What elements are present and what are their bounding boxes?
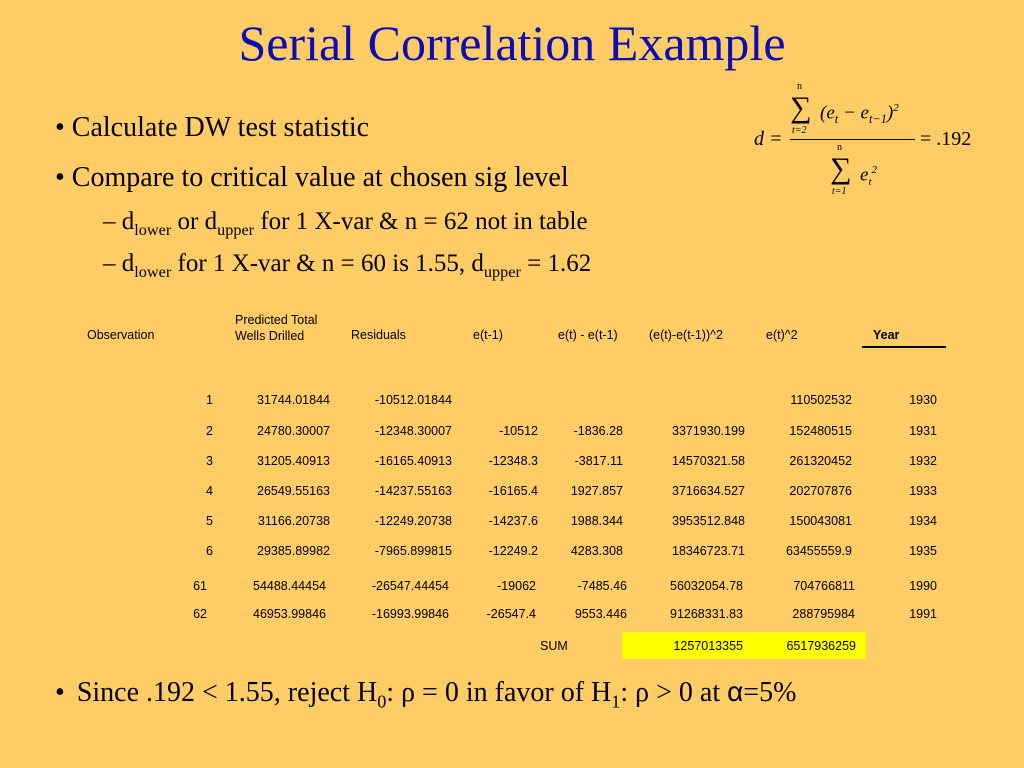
cell-e-squared: 704766811 (793, 579, 855, 593)
cell-predicted: 26549.55163 (257, 484, 330, 498)
cell-residual: -10512.01844 (374, 393, 452, 407)
cell-observation: 5 (206, 514, 213, 528)
cell-e-squared: 110502532 (790, 393, 852, 407)
cell-residual: -26547.44454 (371, 579, 449, 593)
cell-residual: -12249.20738 (374, 514, 452, 528)
numerator: (et − et−1)2 (820, 102, 899, 127)
cell-residual: -7965.899815 (374, 544, 452, 558)
cell-predicted: 29385.89982 (257, 544, 330, 558)
den-sum-bottom: t=1 (832, 186, 847, 197)
cell-diff-squared: 91268331.83 (670, 607, 743, 621)
cell-e-t-1: -16165.4 (488, 484, 538, 498)
fraction-bar (790, 139, 915, 140)
header-year: Year (862, 328, 946, 348)
cell-e-t-1: -10512 (499, 424, 538, 438)
cell-diff-squared: 3953512.848 (672, 514, 745, 528)
cell-observation: 3 (206, 454, 213, 468)
cell-e-t-1: -12249.2 (488, 544, 538, 558)
cell-year: 1991 (909, 607, 937, 621)
cell-residual: -12348.30007 (374, 424, 452, 438)
header-predicted: Predicted Total Wells Drilled (235, 313, 318, 343)
num-sum-bottom: t=2 (792, 125, 807, 136)
cell-observation: 61 (193, 579, 207, 593)
cell-year: 1990 (909, 579, 937, 593)
bullet-1: • Calculate DW test statistic (55, 112, 370, 143)
cell-e-squared: 152480515 (789, 424, 852, 438)
cell-predicted: 31166.20738 (257, 514, 330, 528)
formula-lhs: d = (754, 128, 783, 150)
cell-diff: 1927.857 (570, 484, 623, 498)
cell-observation: 62 (193, 607, 207, 621)
cell-e-squared: 150043081 (789, 514, 852, 528)
cell-residual: -16165.40913 (374, 454, 452, 468)
cell-e-t-1: -12348.3 (488, 454, 538, 468)
cell-year: 1932 (909, 454, 937, 468)
formula-result: = .192 (920, 128, 972, 150)
sub-bullet-1: – dlower or dupper for 1 X-var & n = 62 … (103, 208, 588, 239)
cell-e-t-1: -14237.6 (488, 514, 538, 528)
cell-observation: 2 (206, 424, 213, 438)
cell-diff: -3817.11 (574, 454, 623, 468)
header-residuals: Residuals (351, 328, 406, 342)
sum-e-squared: 6517936259 (786, 639, 856, 653)
cell-year: 1930 (909, 393, 937, 407)
cell-diff: -1836.28 (573, 424, 623, 438)
cell-diff: -7485.46 (577, 579, 627, 593)
cell-e-squared: 288795984 (792, 607, 855, 621)
cell-year: 1931 (909, 424, 937, 438)
cell-predicted: 24780.30007 (257, 424, 330, 438)
slide-title: Serial Correlation Example (238, 15, 786, 71)
cell-observation: 4 (206, 484, 213, 498)
sigma-icon: ∑ (790, 91, 812, 124)
cell-year: 1935 (909, 544, 937, 558)
sigma-icon: ∑ (830, 152, 852, 185)
cell-diff: 9553.446 (574, 607, 627, 621)
denominator: et2 (860, 164, 877, 189)
header-diff-squared: (e(t)-e(t-1))^2 (649, 328, 723, 342)
sum-diff-squared: 1257013355 (673, 639, 743, 653)
cell-predicted: 31205.40913 (257, 454, 330, 468)
cell-observation: 6 (206, 544, 213, 558)
cell-diff: 1988.344 (570, 514, 623, 528)
cell-residual: -16993.99846 (371, 607, 449, 621)
sum-highlight (622, 632, 866, 659)
conclusion: • Since .192 < 1.55, reject H0: ρ = 0 in … (55, 676, 797, 712)
cell-diff-squared: 3371930.199 (672, 424, 745, 438)
cell-year: 1933 (909, 484, 937, 498)
header-diff: e(t) - e(t-1) (558, 328, 618, 342)
cell-diff-squared: 3716634.527 (672, 484, 745, 498)
den-sum-top: n (837, 142, 842, 153)
cell-observation: 1 (206, 393, 213, 407)
cell-e-t-1: -19062 (497, 579, 536, 593)
cell-e-t-1: -26547.4 (486, 607, 536, 621)
cell-year: 1934 (909, 514, 937, 528)
cell-predicted: 31744.01844 (257, 393, 330, 407)
bullet-2: • Compare to critical value at chosen si… (55, 162, 569, 193)
num-sum-top: n (797, 81, 802, 92)
cell-residual: -14237.55163 (374, 484, 452, 498)
header-observation: Observation (87, 328, 155, 342)
cell-e-squared: 202707876 (789, 484, 852, 498)
cell-e-squared: 261320452 (789, 454, 852, 468)
cell-e-squared: 63455559.9 (785, 544, 852, 558)
sum-label: SUM (540, 639, 568, 653)
cell-predicted: 54488.44454 (253, 579, 326, 593)
sub-bullet-2: – dlower for 1 X-var & n = 60 is 1.55, d… (103, 250, 592, 281)
cell-diff-squared: 14570321.58 (672, 454, 745, 468)
cell-diff-squared: 56032054.78 (670, 579, 743, 593)
cell-predicted: 46953.99846 (253, 607, 326, 621)
dw-formula: d = n ∑ t=2 (et − et−1)2 n ∑ t=1 et2 = .… (740, 82, 990, 202)
header-e-t-1: e(t-1) (473, 328, 503, 342)
header-e-squared: e(t)^2 (766, 328, 798, 342)
cell-diff-squared: 18346723.71 (672, 544, 745, 558)
cell-diff: 4283.308 (570, 544, 623, 558)
